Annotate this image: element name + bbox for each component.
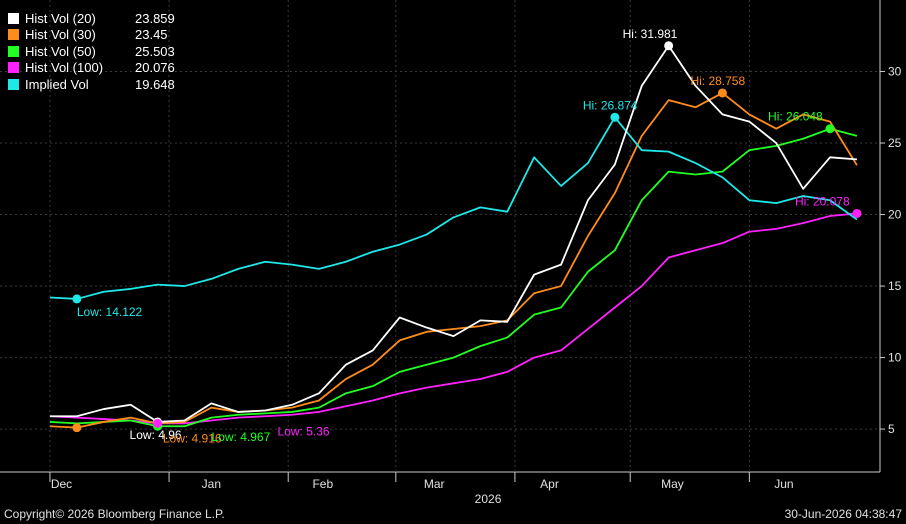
legend-name: Hist Vol (30) xyxy=(25,27,96,43)
x-month-label: Dec xyxy=(51,477,72,491)
legend-name: Hist Vol (100) xyxy=(25,60,104,76)
legend-entry-hv30[interactable]: Hist Vol (30) 23.45 xyxy=(8,27,175,44)
y-tick-label: 5 xyxy=(888,422,895,436)
marker-annotation: Hi: 26.874 xyxy=(583,98,638,112)
legend: Hist Vol (20) 23.859 Hist Vol (30) 23.45… xyxy=(8,10,175,93)
marker-annotation: Hi: 20.078 xyxy=(795,194,850,208)
legend-swatch xyxy=(8,45,19,57)
legend-swatch xyxy=(8,62,19,74)
legend-value: 23.45 xyxy=(135,27,168,43)
series-marker-max xyxy=(825,124,835,134)
series-line-0 xyxy=(49,44,858,423)
x-month-label: Jun xyxy=(774,477,793,491)
series-line-3 xyxy=(49,212,858,425)
marker-annotation: Hi: 31.981 xyxy=(623,27,678,41)
legend-swatch xyxy=(8,78,19,90)
legend-swatch xyxy=(8,12,19,24)
legend-swatch xyxy=(8,29,19,41)
y-tick-label: 25 xyxy=(888,136,902,150)
x-month-label: Jan xyxy=(202,477,221,491)
legend-name: Hist Vol (20) xyxy=(25,10,96,26)
x-month-label: Feb xyxy=(312,477,333,491)
marker-annotation: Low: 14.122 xyxy=(77,305,143,319)
marker-annotation: Low: 4.967 xyxy=(212,430,271,444)
x-year-label: 2026 xyxy=(475,492,502,506)
legend-entry-hv50[interactable]: Hist Vol (50) 25.503 xyxy=(8,43,175,60)
x-month-label: Apr xyxy=(540,477,559,491)
copyright-text: Copyright© 2026 Bloomberg Finance L.P. xyxy=(4,507,225,521)
y-tick-label: 30 xyxy=(888,65,902,79)
x-month-label: May xyxy=(661,477,684,491)
marker-annotation: Low: 5.36 xyxy=(278,424,330,438)
y-tick-label: 20 xyxy=(888,208,902,222)
legend-value: 23.859 xyxy=(135,10,175,26)
marker-annotation: Hi: 26.048 xyxy=(768,110,823,124)
series-line-2 xyxy=(49,127,858,428)
x-month-label: Mar xyxy=(424,477,445,491)
timestamp-text: 30-Jun-2026 04:38:47 xyxy=(784,507,902,521)
series-marker-max xyxy=(717,88,727,98)
y-tick-label: 10 xyxy=(888,351,902,365)
series-marker-max xyxy=(664,41,674,51)
legend-entry-hv20[interactable]: Hist Vol (20) 23.859 xyxy=(8,10,175,27)
marker-annotation: Hi: 28.758 xyxy=(690,74,745,88)
legend-name: Implied Vol xyxy=(25,76,89,92)
legend-name: Hist Vol (50) xyxy=(25,43,96,59)
series-marker-min xyxy=(72,423,82,433)
series-marker-min xyxy=(153,418,163,428)
marker-annotation: Low: 4.916 xyxy=(163,432,222,446)
series-marker-min xyxy=(72,294,82,304)
legend-value: 20.076 xyxy=(135,60,175,76)
y-tick-label: 15 xyxy=(888,279,902,293)
legend-entry-implied[interactable]: Implied Vol 19.648 xyxy=(8,76,175,93)
legend-value: 19.648 xyxy=(135,76,175,92)
legend-value: 25.503 xyxy=(135,43,175,59)
marker-annotation: Low: 4.96 xyxy=(130,428,182,442)
series-marker-max xyxy=(610,112,620,122)
legend-entry-hv100[interactable]: Hist Vol (100) 20.076 xyxy=(8,60,175,77)
series-marker-max xyxy=(852,208,862,218)
series-line-4 xyxy=(49,116,858,300)
